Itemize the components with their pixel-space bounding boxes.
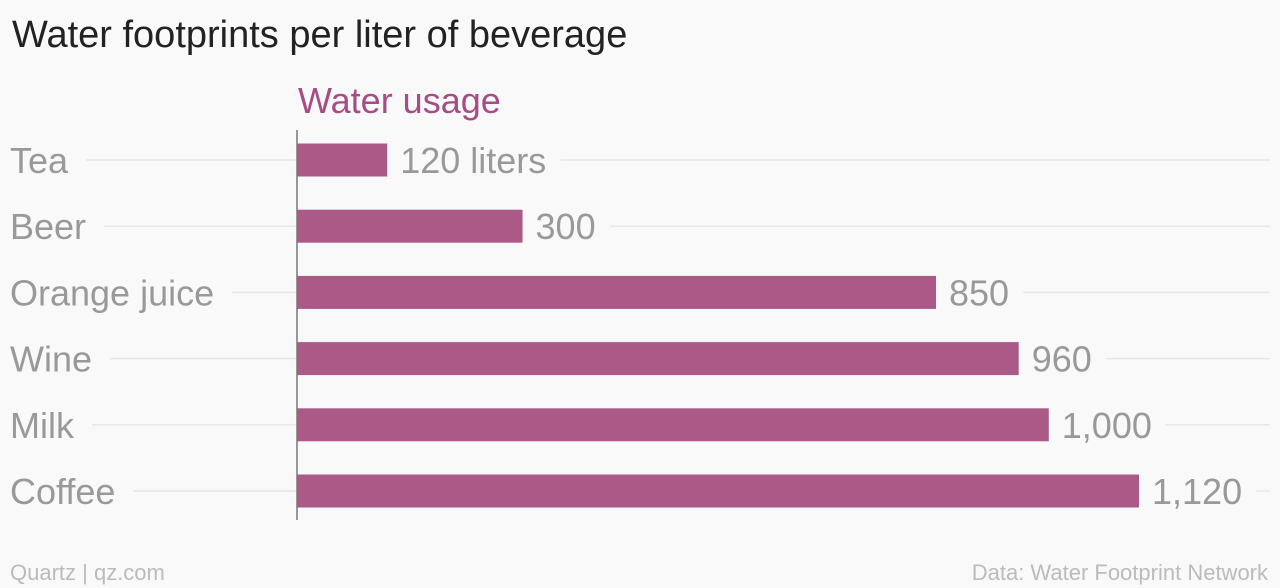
category-label: Wine bbox=[10, 339, 92, 380]
bar bbox=[297, 275, 937, 309]
category-label: Tea bbox=[10, 140, 69, 181]
category-label: Milk bbox=[10, 405, 75, 446]
bar bbox=[297, 209, 523, 243]
bar bbox=[297, 474, 1139, 508]
bar bbox=[297, 143, 388, 177]
footer-source-right: Data: Water Footprint Network bbox=[971, 560, 1268, 585]
value-label: 1,000 bbox=[1062, 405, 1152, 446]
value-label: 300 bbox=[536, 206, 596, 247]
footer-source-left: Quartz | qz.com bbox=[10, 560, 165, 585]
value-label: 1,120 bbox=[1152, 471, 1242, 512]
gridlines bbox=[86, 159, 1270, 492]
chart-title: Water footprints per liter of beverage bbox=[12, 14, 628, 56]
bars bbox=[297, 143, 1139, 508]
category-labels: Tea Beer Orange juice Wine Milk Coffee bbox=[10, 140, 214, 512]
category-label: Coffee bbox=[10, 471, 115, 512]
value-label: 850 bbox=[949, 272, 1009, 313]
bar bbox=[297, 342, 1019, 376]
category-label: Beer bbox=[10, 206, 86, 247]
bar bbox=[297, 408, 1049, 442]
value-label: 960 bbox=[1032, 339, 1092, 380]
category-label: Orange juice bbox=[10, 272, 214, 313]
value-label: 120 liters bbox=[400, 140, 546, 181]
series-label: Water usage bbox=[298, 80, 501, 121]
